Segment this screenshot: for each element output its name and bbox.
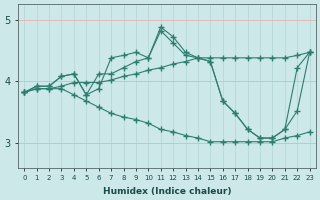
X-axis label: Humidex (Indice chaleur): Humidex (Indice chaleur) xyxy=(103,187,231,196)
